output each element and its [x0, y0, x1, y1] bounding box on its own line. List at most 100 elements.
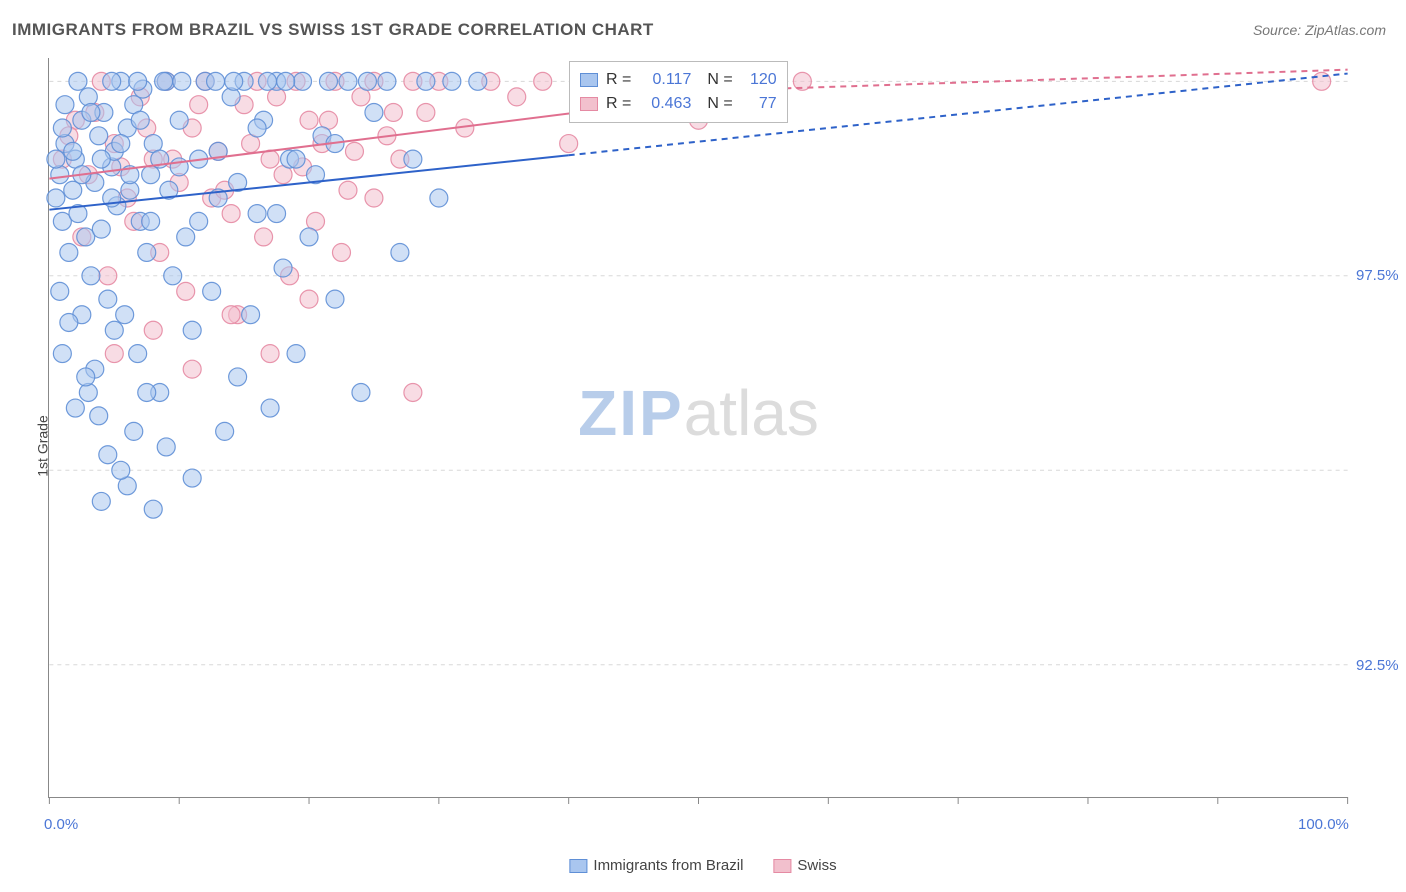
brazil-point [142, 212, 160, 230]
brazil-point [60, 243, 78, 261]
chart-title: IMMIGRANTS FROM BRAZIL VS SWISS 1ST GRAD… [12, 20, 654, 40]
brazil-point [294, 72, 312, 90]
brazil-point [60, 313, 78, 331]
legend-bottom: Immigrants from Brazil Swiss [569, 857, 836, 874]
swiss-point [300, 290, 318, 308]
brazil-point [112, 461, 130, 479]
swiss-point [417, 103, 435, 121]
brazil-point [248, 205, 266, 223]
x-tick-label: 100.0% [1298, 816, 1349, 833]
stat-row-brazil: R =0.117N =120 [580, 68, 777, 92]
swiss-point [365, 189, 383, 207]
brazil-point [261, 399, 279, 417]
brazil-point [242, 306, 260, 324]
swiss-point [255, 228, 273, 246]
swiss-swatch-icon [773, 859, 791, 873]
r-label: R = [606, 68, 631, 92]
swiss-point [99, 267, 117, 285]
brazil-point [157, 438, 175, 456]
brazil-point [229, 368, 247, 386]
brazil-point [287, 345, 305, 363]
brazil-point [222, 88, 240, 106]
brazil-point [125, 422, 143, 440]
brazil-point [300, 228, 318, 246]
swiss-point [177, 282, 195, 300]
brazil-point [391, 243, 409, 261]
brazil-point [116, 306, 134, 324]
brazil-point [365, 103, 383, 121]
brazil-point [358, 72, 376, 90]
swiss-point [190, 96, 208, 114]
swiss-trendline-dashed [763, 70, 1347, 89]
brazil-point [225, 72, 243, 90]
brazil-point [105, 321, 123, 339]
brazil-point [69, 72, 87, 90]
brazil-point [177, 228, 195, 246]
brazil-point [155, 72, 173, 90]
brazil-swatch-icon [580, 73, 598, 87]
brazil-point [53, 345, 71, 363]
brazil-point [90, 127, 108, 145]
scatter-svg [49, 58, 1348, 797]
brazil-point [129, 72, 147, 90]
brazil-point [47, 150, 65, 168]
brazil-point [287, 150, 305, 168]
brazil-point [207, 72, 225, 90]
swiss-point [261, 150, 279, 168]
brazil-point [138, 243, 156, 261]
correlation-stats-box: R =0.117N =120R =0.463N =77 [569, 61, 788, 123]
legend-label: Swiss [797, 857, 836, 874]
swiss-point [222, 205, 240, 223]
brazil-point [352, 384, 370, 402]
brazil-point [339, 72, 357, 90]
brazil-point [216, 422, 234, 440]
swiss-point [222, 306, 240, 324]
brazil-point [417, 72, 435, 90]
swiss-swatch-icon [580, 97, 598, 111]
swiss-point [508, 88, 526, 106]
brazil-point [326, 290, 344, 308]
x-tick-label: 0.0% [44, 816, 78, 833]
brazil-point [170, 111, 188, 129]
brazil-point [92, 150, 110, 168]
brazil-point [77, 368, 95, 386]
brazil-point [183, 469, 201, 487]
brazil-point [274, 259, 292, 277]
brazil-point [92, 492, 110, 510]
brazil-point [82, 267, 100, 285]
brazil-point [51, 282, 69, 300]
brazil-point [99, 446, 117, 464]
r-value: 0.463 [639, 92, 691, 116]
y-tick-label: 92.5% [1356, 657, 1399, 674]
brazil-point [378, 72, 396, 90]
brazil-point [64, 142, 82, 160]
legend-item-swiss: Swiss [773, 857, 836, 874]
swiss-point [261, 345, 279, 363]
brazil-point [56, 96, 74, 114]
legend-item-brazil: Immigrants from Brazil [569, 857, 743, 874]
brazil-point [112, 135, 130, 153]
swiss-point [404, 384, 422, 402]
brazil-point [173, 72, 191, 90]
brazil-point [248, 119, 266, 137]
swiss-point [144, 321, 162, 339]
brazil-point [268, 205, 286, 223]
brazil-point [142, 166, 160, 184]
r-label: R = [606, 92, 631, 116]
brazil-point [183, 321, 201, 339]
brazil-point [82, 103, 100, 121]
swiss-point [384, 103, 402, 121]
swiss-point [560, 135, 578, 153]
swiss-point [183, 360, 201, 378]
plot-area: ZIPatlas R =0.117N =120R =0.463N =77 [48, 58, 1348, 798]
brazil-point [203, 282, 221, 300]
n-label: N = [707, 68, 732, 92]
brazil-point [258, 72, 276, 90]
brazil-point [144, 500, 162, 518]
brazil-point [190, 212, 208, 230]
brazil-point [53, 119, 71, 137]
brazil-point [66, 399, 84, 417]
brazil-point [79, 88, 97, 106]
r-value: 0.117 [639, 68, 691, 92]
brazil-point [47, 189, 65, 207]
